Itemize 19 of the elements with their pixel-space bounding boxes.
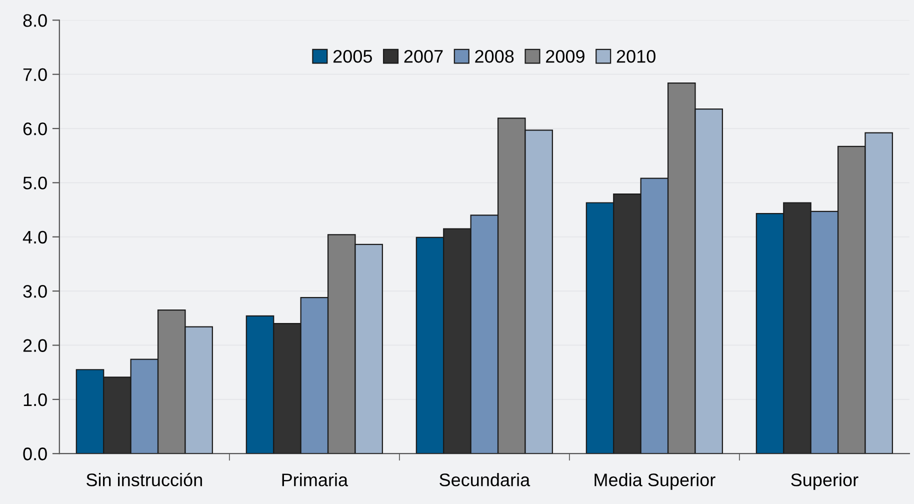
y-tick-label: 0.0 <box>23 448 47 460</box>
legend-label: 2008 <box>475 50 514 63</box>
legend-label: 2005 <box>333 50 372 63</box>
y-tick-label: 4.0 <box>22 230 47 244</box>
x-tick-label: Media Superior <box>594 473 716 490</box>
x-tick-label: Secundaria <box>440 473 530 486</box>
y-tick-label: 5.0 <box>23 176 47 190</box>
y-tick-label: 7.0 <box>23 68 47 82</box>
y-tick-label: 2.0 <box>23 339 47 352</box>
x-tick-label: Sin instrucción <box>86 472 202 486</box>
y-tick-label: 1.0 <box>24 393 47 406</box>
y-tick-label: 3.0 <box>23 284 47 298</box>
x-tick-label: Superior <box>791 473 858 490</box>
y-tick-label: 8.0 <box>23 14 47 27</box>
legend-label: 2009 <box>546 50 584 63</box>
legend-label: 2007 <box>404 50 443 63</box>
x-tick-label: Primaria <box>282 473 348 486</box>
y-tick-label: 6.0 <box>23 122 47 136</box>
legend-label: 2010 <box>616 50 656 63</box>
